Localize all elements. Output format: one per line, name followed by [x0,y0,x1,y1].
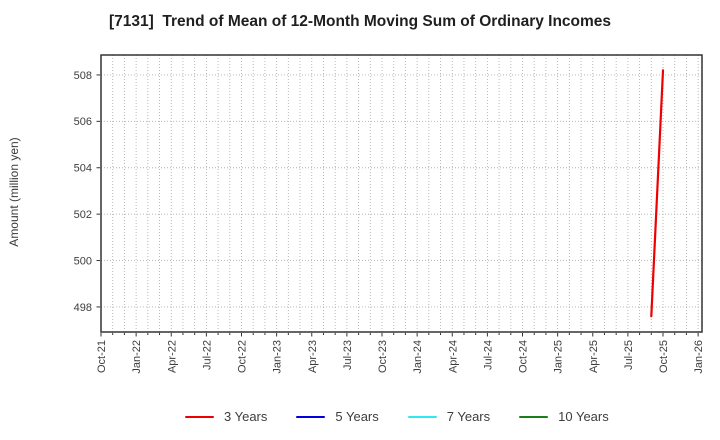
x-tick-label: Jan-25 [553,340,565,374]
x-tick-label: Oct-24 [518,340,530,373]
x-tick-label: Apr-25 [588,340,600,373]
legend-label: 7 Years [446,409,491,424]
y-axis-label: Amount (million yen) [7,137,21,247]
page-title: [7131] Trend of Mean of 12-Month Moving … [108,13,612,30]
x-tick-label: Oct-22 [237,340,249,373]
legend-item-10-years: 10 Years [519,408,609,426]
legend-item-3-years: 3 Years [185,408,267,426]
series-line-3-years [650,69,665,318]
x-tick-label: Jan-24 [412,340,424,374]
x-tick-label: Oct-23 [377,340,389,373]
legend-label: 5 Years [335,409,379,424]
plot-area: 498 500 502 504 506 508 Oct-21 Jan-22 Apr-22 Jul-… [74,54,705,374]
legend-line-icon [185,415,214,419]
legend-item-7-years: 7 Years [407,408,491,426]
y-tick-label: 498 [74,302,92,314]
legend-line-icon [407,415,437,419]
legend: 3 Years 5 Years 7 Years 10 Years [185,408,609,426]
x-tick-label: Jul-24 [482,340,494,370]
x-tick-label: Jan-23 [272,340,284,374]
x-tick-label: Apr-22 [166,340,178,373]
x-tick-label: Oct-25 [658,340,670,373]
legend-item-5-years: 5 Years [296,408,379,426]
x-tick-label: Jan-22 [131,340,143,374]
x-tick-label: Jul-22 [201,340,213,370]
y-tick-label: 508 [74,70,92,82]
legend-line-icon [296,415,326,419]
x-tick-label: Jul-23 [342,340,354,370]
legend-label: 3 Years [224,409,268,424]
y-tick-label: 504 [74,163,92,175]
legend-label: 10 Years [558,409,609,424]
y-tick-label: 502 [74,209,92,221]
x-tick-label: Apr-23 [307,340,319,373]
x-tick-label: Oct-21 [96,340,108,373]
y-tick-label: 506 [74,116,92,128]
x-tick-label: Jan-26 [693,340,705,374]
x-tick-label: Apr-24 [447,340,459,373]
legend-line-icon [519,415,549,419]
x-tick-label: Jul-25 [623,340,635,370]
y-tick-label: 500 [74,255,92,267]
plot-frame [100,54,703,333]
